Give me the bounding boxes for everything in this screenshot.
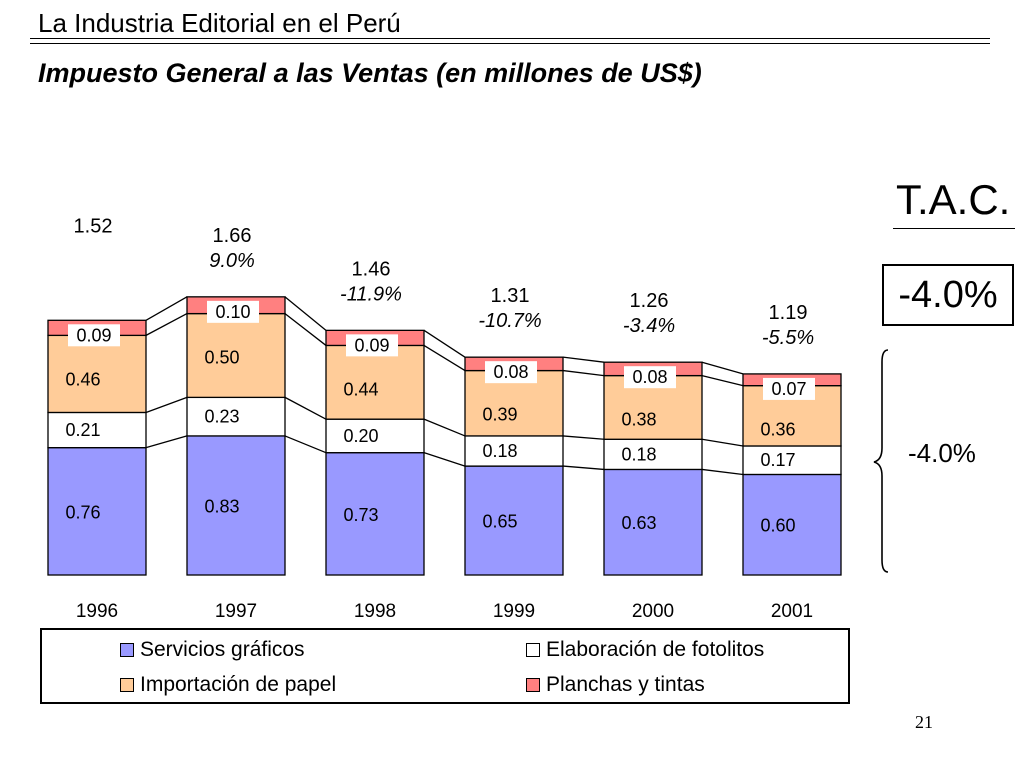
data-label-servicios: 0.73 [343,505,378,525]
bar-segment-2 [186,396,286,437]
data-label-planchas-bg [624,366,676,389]
data-label-servicios: 0.76 [65,502,100,522]
series-connector-line [423,344,466,372]
data-label-planchas: 0.07 [771,379,806,399]
data-label-planchas-bg [207,300,259,323]
legend-label-planchas: Planchas y tintas [546,673,705,696]
header-rule-top [30,38,990,39]
legend-swatch-papel [120,678,134,692]
data-label-papel: 0.50 [204,348,239,368]
bar-segment-3 [186,312,286,399]
series-connector-line [284,435,327,454]
data-label-planchas: 0.08 [632,367,667,387]
series-connector-line [701,438,744,447]
total-label: 1.46 [352,258,391,280]
series-connector-line [701,361,744,375]
data-label-servicios: 0.63 [621,513,656,533]
data-label-planchas: 0.08 [493,362,528,382]
tac-label: T.A.C. [896,176,1011,223]
tac-underline [893,228,1015,229]
data-label-fotolitos: 0.21 [65,420,100,440]
growth-rate-label: -10.7% [478,310,541,332]
data-label-planchas-bg [763,377,815,400]
data-label-planchas: 0.09 [354,335,389,355]
growth-rate-label: -5.5% [762,327,814,349]
data-label-planchas-bg [68,324,120,347]
data-label-planchas: 0.09 [76,325,111,345]
total-label: 1.66 [213,225,252,247]
data-label-fotolitos: 0.20 [343,426,378,446]
data-label-papel: 0.38 [621,410,656,430]
data-label-fotolitos: 0.18 [621,444,656,464]
x-tick-label: 1999 [493,601,535,622]
brace-growth-value: -4.0% [908,438,976,468]
x-tick-label: 2000 [632,601,674,622]
bar-segment-2 [742,445,842,476]
series-connector-line [701,468,744,476]
series-connector-line [145,313,188,336]
series-connector-line [145,435,188,449]
page-number: 21 [915,712,933,732]
legend-item-papel: Importación de papel [120,673,336,697]
series-connector-line [423,329,466,358]
header-rule-bottom [30,43,990,44]
tac-total-box: -4.0% [882,264,1014,326]
bar-segment-3 [325,344,425,420]
bar-segment-1 [186,435,286,576]
header-title: La Industria Editorial en el Perú [38,8,401,38]
x-tick-label: 2001 [771,601,813,622]
series-connector-line [562,369,605,377]
legend-label-fotolitos: Elaboración de fotolitos [546,638,765,661]
data-label-servicios: 0.65 [482,512,517,532]
series-connector-line [284,313,327,346]
bar-segment-1 [464,465,564,576]
series-connector-line [423,418,466,437]
data-label-fotolitos: 0.23 [204,407,239,427]
data-label-papel: 0.36 [760,420,795,440]
series-connector-line [562,435,605,440]
chart-legend: Servicios gráficos Elaboración de fotoli… [40,628,850,704]
data-label-fotolitos: 0.18 [482,441,517,461]
data-label-fotolitos: 0.17 [760,450,795,470]
series-connector-line [701,374,744,387]
series-connector-line [145,296,188,321]
legend-swatch-servicios [120,643,134,657]
legend-label-papel: Importación de papel [140,673,337,696]
series-connector-line [284,296,327,331]
growth-rate-label: -11.9% [340,283,402,305]
total-label: 1.19 [769,302,808,324]
data-label-papel: 0.46 [65,369,100,389]
x-tick-label: 1998 [354,601,396,622]
legend-label-servicios: Servicios gráficos [140,638,305,661]
legend-item-servicios: Servicios gráficos [120,638,305,662]
series-connector-line [562,356,605,363]
series-connector-line [423,452,466,467]
data-label-planchas-bg [346,334,398,357]
x-tick-label: 1996 [76,601,118,622]
total-label: 1.52 [74,215,113,237]
legend-swatch-fotolitos [526,643,540,657]
chart-subtitle: Impuesto General a las Ventas (en millon… [38,58,702,88]
bar-segment-2 [464,435,564,467]
total-label: 1.31 [491,285,530,307]
growth-rate-label: 9.0% [209,250,255,272]
x-tick-label: 1997 [215,601,257,622]
legend-swatch-planchas [526,678,540,692]
data-label-papel: 0.44 [343,379,378,399]
data-label-servicios: 0.60 [760,516,795,536]
series-connector-line [562,465,605,471]
total-label: 1.26 [630,290,669,312]
series-connector-line [145,396,188,414]
legend-item-fotolitos: Elaboración de fotolitos [526,638,764,662]
data-label-servicios: 0.83 [204,496,239,516]
data-label-papel: 0.39 [482,405,517,425]
bar-segment-3 [47,334,147,414]
data-label-planchas-bg [485,361,537,384]
curly-brace [873,349,889,573]
data-label-planchas: 0.10 [215,302,250,322]
series-connector-line [284,396,327,420]
legend-item-planchas: Planchas y tintas [526,673,705,697]
growth-rate-label: -3.4% [623,315,675,337]
